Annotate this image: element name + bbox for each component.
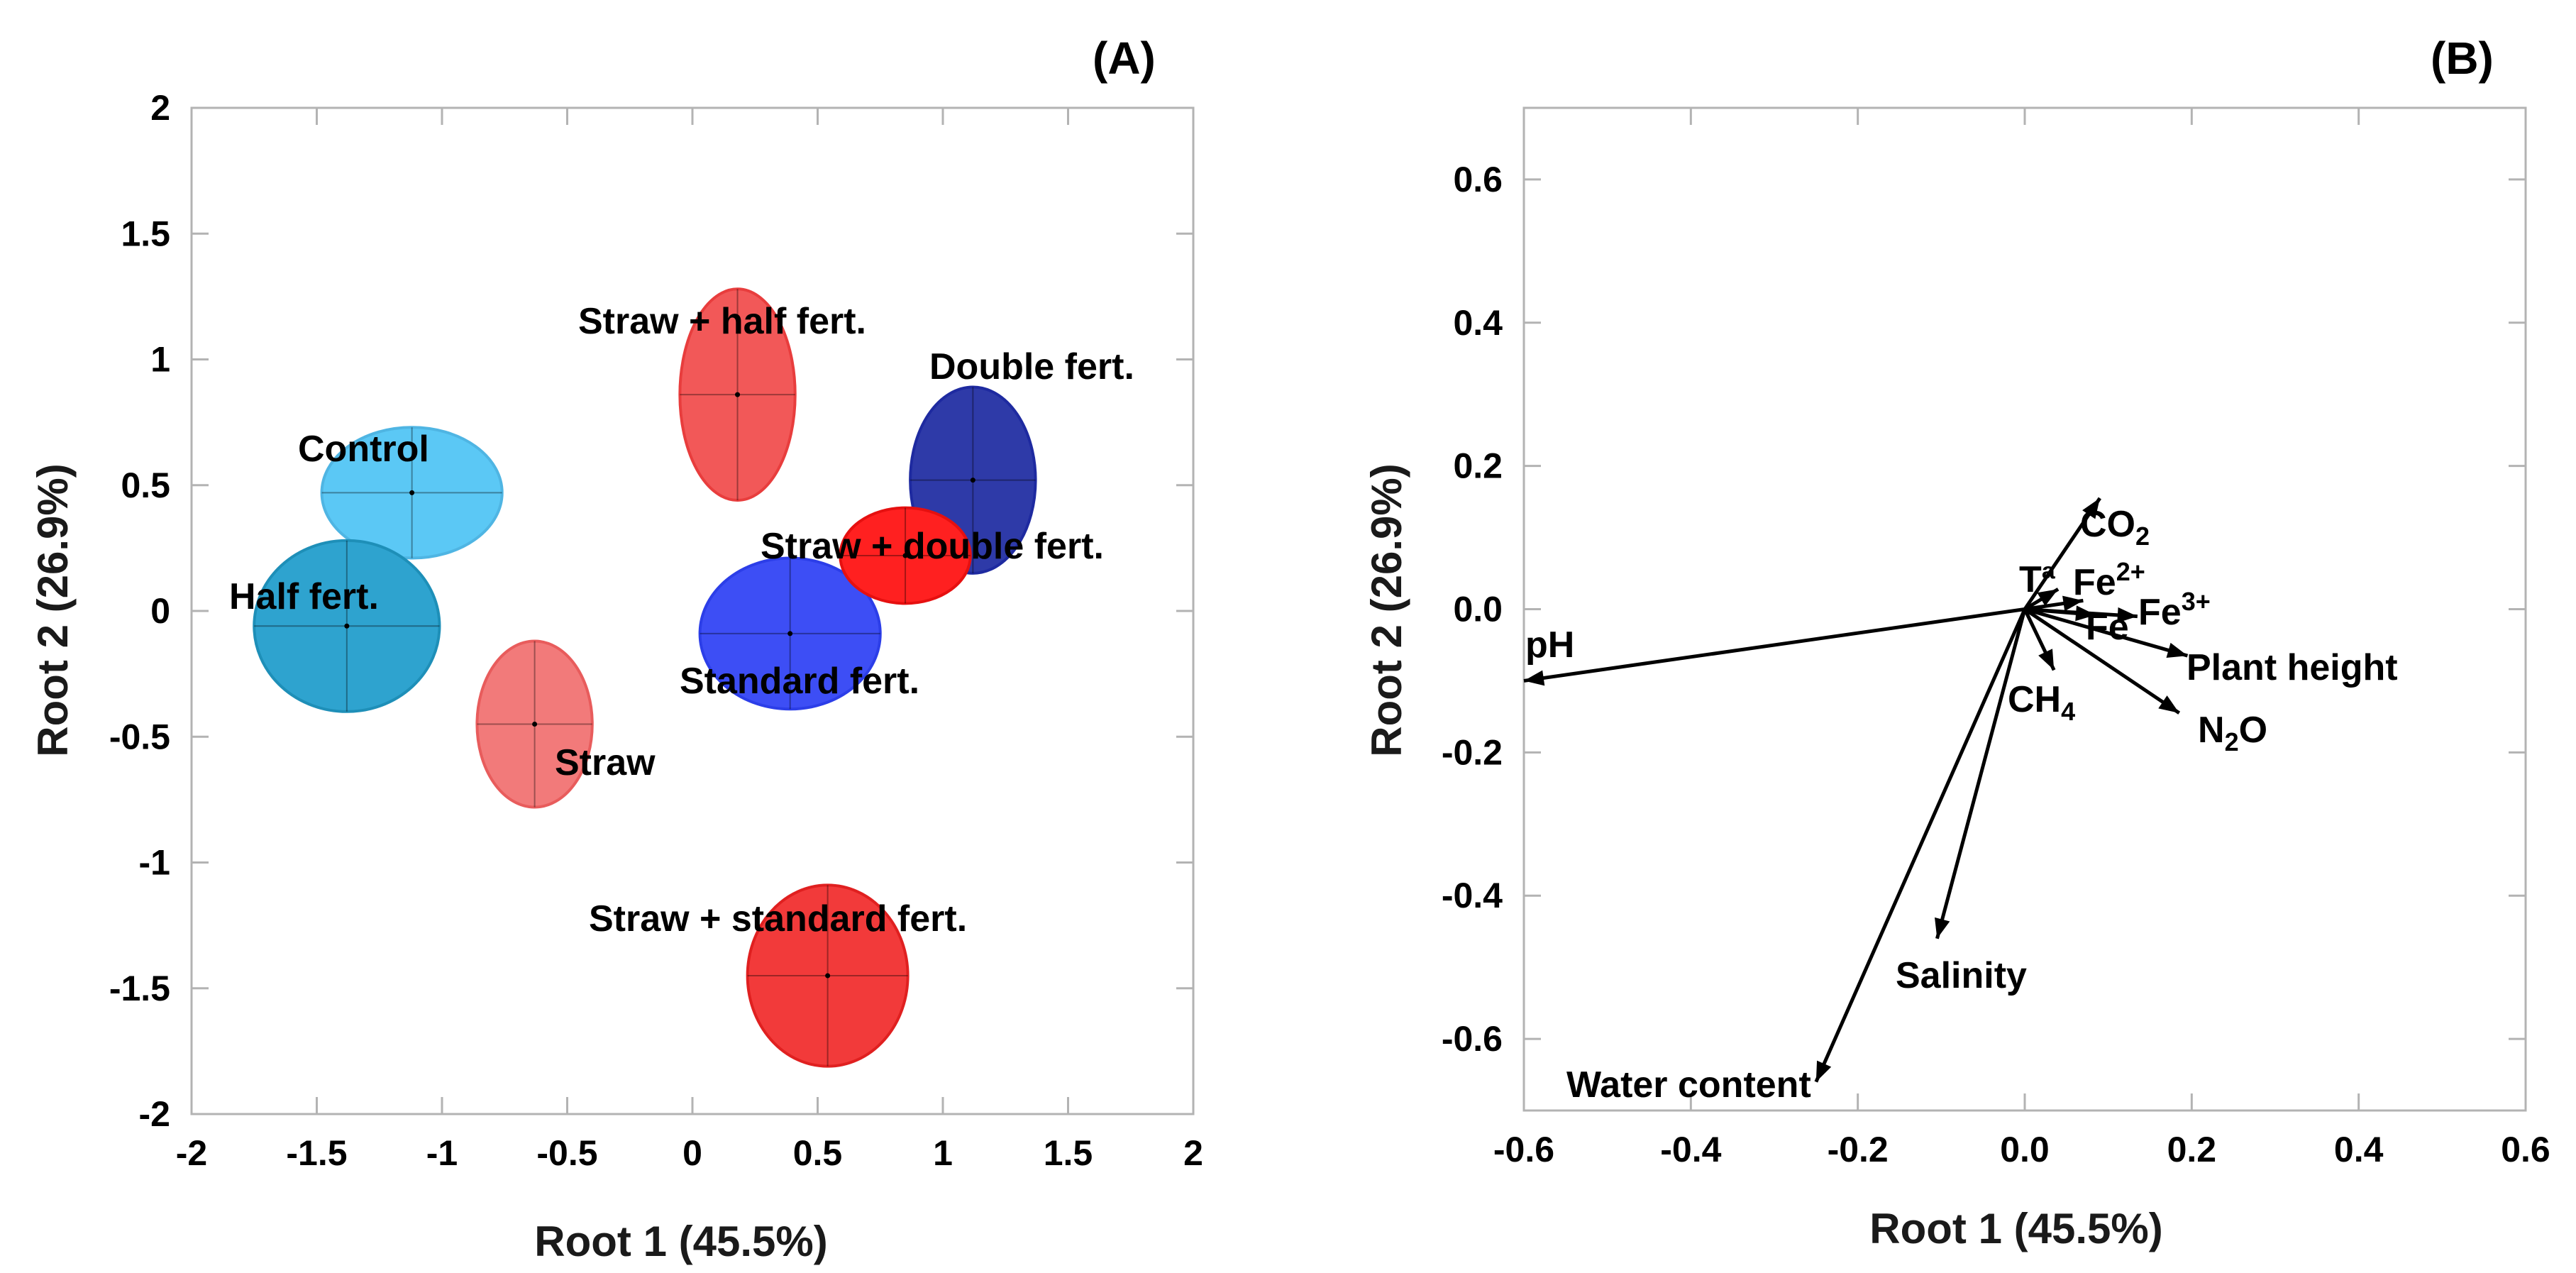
label-temperature: Tª [2019,559,2056,600]
y-tick-label: -0.4 [1442,876,1503,915]
label-straw-standard-fert: Straw + standard fert. [589,898,967,939]
label-fe2: Fe2+ [2073,557,2145,603]
vector-water-content [1814,608,2027,1083]
label-control: Control [298,429,429,470]
label-half-fert: Half fert. [229,576,379,617]
label-n2o: N2O [2198,710,2267,756]
label-double-fert: Double fert. [929,346,1134,387]
y-tick-label: 1.5 [121,214,170,253]
panel-b-y-tick-labels: -0.6 -0.4 -0.2 0.0 0.2 0.4 0.6 [1442,160,1503,1059]
panel-b: (B) -0.6 -0.4 -0.2 0.0 0.2 0.4 0.6 -0.6-0.4-0.… [1363,33,2550,1252]
centroid-straw-half-fert [735,392,741,397]
centroid-straw-double-fert [902,553,908,558]
x-tick-label: 1.5 [1044,1133,1093,1173]
panel-a-group-labels: Control Half fert. Straw Straw + half fe… [229,301,1134,939]
x-tick-label: 0 [682,1133,702,1173]
y-tick-label: -2 [139,1094,170,1134]
panel-a: (A) -2 -1.5 -1 -0.5 0 0.5 1 1.5 2 -2 -1.5 -1 -0.5 0 0… [29,33,1203,1265]
arrowhead-co2 [2082,498,2100,519]
y-tick-label: 0.0 [1453,590,1503,629]
y-tick-label: -0.5 [109,717,170,756]
label-ph: pH [1525,624,1574,666]
vector-salinity [1935,608,2027,939]
y-tick-label: -0.6 [1442,1019,1503,1059]
centroid-control [409,490,415,495]
arrowhead-water-content [1815,1060,1832,1082]
panel-b-ticks [1522,108,2527,1111]
panel-b-loading-vectors [1523,497,2189,1083]
label-standard-fert: Standard fert. [680,661,919,702]
y-tick-label: -1.5 [109,969,170,1008]
x-tick-label: -1 [426,1133,458,1173]
y-tick-label: 1 [150,340,170,380]
arrowhead-fe3 [2117,607,2138,623]
arrowhead-plant-height [2166,642,2188,658]
vector-ph [1523,607,2025,683]
label-fe3: Fe3+ [2138,587,2211,633]
label-straw-half-fert: Straw + half fert. [578,301,866,342]
panel-b-vector-labels: pH Water content Salinity CH4 CO2 Tª Fe2… [1525,504,2398,1106]
label-straw: Straw [555,742,656,783]
x-tick-label: -0.5 [536,1133,597,1173]
vector-co2 [2023,497,2101,610]
x-tick-label: 1 [933,1133,953,1173]
centroid-half-fert [344,623,350,629]
x-tick-label: -0.6 [1493,1130,1554,1169]
arrowhead-t [2037,589,2059,607]
panel-a-x-axis-title: Root 1 (45.5%) [534,1218,827,1265]
panel-a-x-tick-labels: -2 -1.5 -1 -0.5 0 0.5 1 1.5 2 [176,1133,1203,1173]
centroid-double-fert [970,478,975,483]
y-tick-label: 0.2 [1453,446,1503,486]
arrowhead-ph [1524,670,1545,686]
arrowhead-salinity [1935,917,1950,939]
x-tick-label: -1.5 [286,1133,347,1173]
label-plant-height: Plant height [2187,647,2398,688]
label-straw-double-fert: Straw + double fert. [761,526,1104,567]
x-tick-label: 0.0 [2000,1130,2050,1169]
arrowhead-ch4 [2038,649,2055,671]
panel-a-y-tick-labels: -2 -1.5 -1 -0.5 0 0.5 1 1.5 2 [109,88,170,1134]
panel-b-x-tick-labels: -0.6 -0.4 -0.2 0.0 0.2 0.4 0.6 [1493,1130,2550,1169]
x-tick-label: 0.4 [2334,1130,2384,1169]
panel-a-ticks [190,106,1195,1115]
y-tick-label: -0.2 [1442,732,1503,772]
panel-a-y-axis-title: Root 2 (26.9%) [29,463,77,756]
panel-a-group-ellipses [253,287,1037,1068]
y-tick-label: 0.6 [1453,160,1503,199]
panel-b-y-axis-title: Root 2 (26.9%) [1363,463,1410,756]
y-tick-label: 0.5 [121,465,170,505]
arrowhead-n2o [2158,695,2179,713]
vector-n2o [2023,607,2181,715]
label-co2: CO2 [2080,504,2150,551]
panel-b-label: (B) [2431,33,2494,84]
y-tick-label: 0.4 [1453,303,1503,343]
x-tick-label: -2 [176,1133,207,1173]
x-tick-label: 0.5 [793,1133,843,1173]
x-tick-label: 0.2 [2167,1130,2217,1169]
x-tick-label: 0.6 [2501,1130,2550,1169]
x-tick-label: 2 [1183,1133,1203,1173]
y-tick-label: -1 [139,843,170,883]
centroid-straw-standard-fert [825,973,831,979]
label-fe: Fe [2086,607,2129,648]
arrowhead-fe2 [2062,595,2084,612]
panel-b-x-axis-title: Root 1 (45.5%) [1869,1205,2162,1252]
vector-plant-height [2024,607,2189,658]
label-salinity: Salinity [1896,955,2027,996]
x-tick-label: -0.4 [1660,1130,1721,1169]
centroid-straw [532,722,538,727]
label-ch4: CH4 [2008,679,2075,726]
y-tick-label: 2 [150,88,170,128]
panel-a-label: (A) [1093,33,1156,84]
y-tick-label: 0 [150,591,170,631]
centroid-standard-fert [787,631,793,636]
label-water-content: Water content [1566,1064,1811,1106]
x-tick-label: -0.2 [1828,1130,1889,1169]
